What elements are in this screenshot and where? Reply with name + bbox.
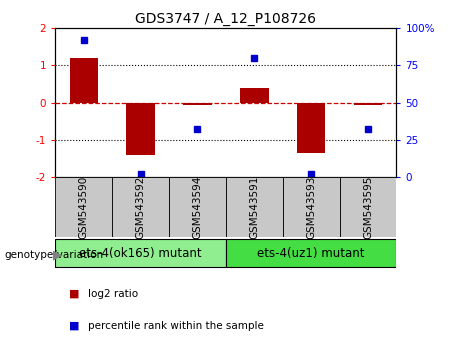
Text: percentile rank within the sample: percentile rank within the sample bbox=[88, 321, 264, 331]
Bar bbox=[126, 103, 155, 155]
Bar bbox=[226, 177, 283, 237]
Text: ■: ■ bbox=[69, 321, 80, 331]
Text: genotype/variation: genotype/variation bbox=[5, 250, 104, 260]
Bar bbox=[354, 103, 382, 104]
Text: GSM543590: GSM543590 bbox=[79, 176, 89, 239]
Text: GSM543592: GSM543592 bbox=[136, 175, 146, 239]
Bar bbox=[340, 177, 396, 237]
Bar bbox=[55, 177, 112, 237]
Bar bbox=[183, 103, 212, 104]
Bar bbox=[297, 103, 325, 153]
Text: log2 ratio: log2 ratio bbox=[88, 289, 138, 299]
Bar bbox=[55, 239, 226, 268]
Text: GSM543595: GSM543595 bbox=[363, 175, 373, 239]
Text: ▶: ▶ bbox=[53, 249, 63, 261]
Text: GSM543593: GSM543593 bbox=[306, 175, 316, 239]
Title: GDS3747 / A_12_P108726: GDS3747 / A_12_P108726 bbox=[136, 12, 316, 26]
Bar bbox=[283, 177, 340, 237]
Bar bbox=[240, 88, 268, 103]
Bar bbox=[169, 177, 226, 237]
Bar bbox=[226, 239, 396, 268]
Text: ets-4(ok165) mutant: ets-4(ok165) mutant bbox=[79, 247, 202, 259]
Bar bbox=[70, 58, 98, 103]
Text: ets-4(uz1) mutant: ets-4(uz1) mutant bbox=[257, 247, 365, 259]
Text: GSM543591: GSM543591 bbox=[249, 175, 260, 239]
Text: ■: ■ bbox=[69, 289, 80, 299]
Bar bbox=[112, 177, 169, 237]
Text: GSM543594: GSM543594 bbox=[192, 175, 202, 239]
